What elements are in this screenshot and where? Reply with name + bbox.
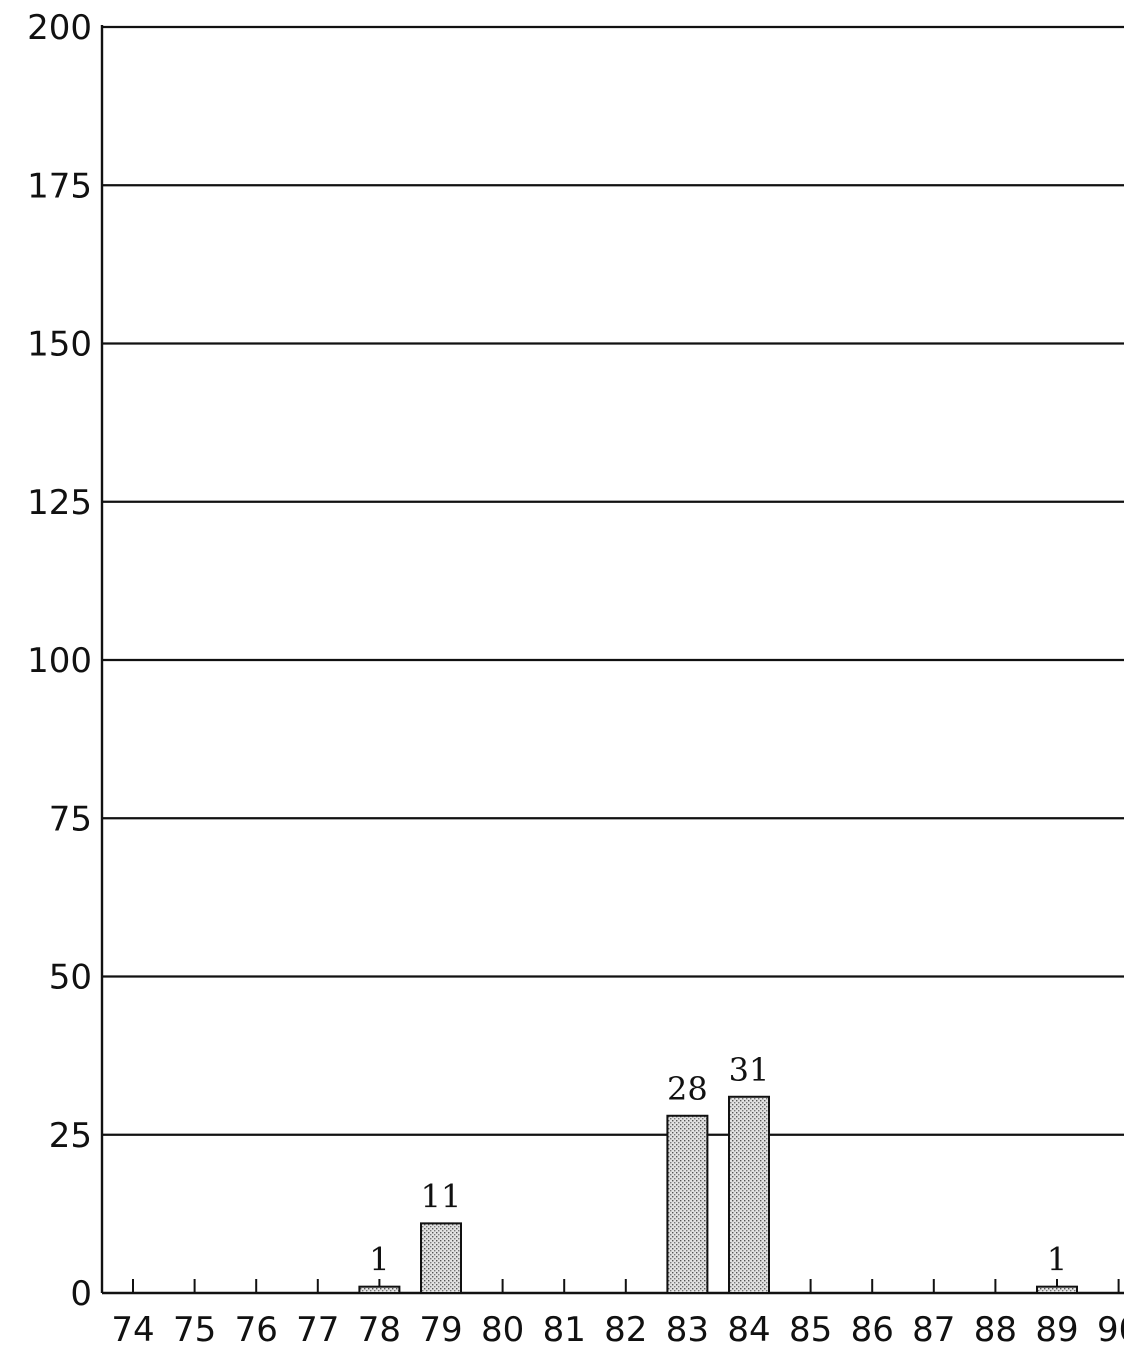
y-tick-label: 150: [27, 325, 92, 365]
x-tick-label: 80: [481, 1310, 524, 1350]
x-tick-label: 78: [358, 1310, 401, 1350]
data-label-89: 1: [1047, 1241, 1067, 1279]
y-tick-label: 50: [49, 958, 92, 998]
data-label-78: 1: [369, 1241, 389, 1279]
y-tick-label: 0: [70, 1274, 92, 1314]
x-tick-label: 84: [727, 1310, 770, 1350]
x-tick-label: 90: [1097, 1310, 1124, 1350]
y-tick-label: 75: [49, 799, 92, 839]
gridlines: [102, 25, 1124, 1136]
axes: [100, 25, 1124, 1295]
x-tick-label: 89: [1035, 1310, 1078, 1350]
y-tick-label: 100: [27, 641, 92, 681]
x-tick-label: 83: [666, 1310, 709, 1350]
x-tick-label: 81: [543, 1310, 586, 1350]
x-tick-label: 77: [296, 1310, 339, 1350]
x-tick-label: 76: [235, 1310, 278, 1350]
bar-84: [728, 1095, 770, 1295]
x-tick-label: 88: [974, 1310, 1017, 1350]
y-tick-label: 175: [27, 166, 92, 206]
x-tick-label: 79: [419, 1310, 462, 1350]
x-tick-labels: 74 75 76 77 78 79 80 81 82 83 84 85 86 87 88 89 90: [111, 1310, 1124, 1350]
y-tick-label: 125: [27, 483, 92, 523]
bars: [358, 1095, 1078, 1295]
x-tick-label: 87: [912, 1310, 955, 1350]
bar-79: [420, 1222, 462, 1294]
y-tick-labels: 0 25 50 75 100 125 150 175 200: [27, 8, 92, 1314]
data-label-84: 31: [729, 1051, 770, 1089]
bar-89: [1036, 1285, 1078, 1295]
x-tick-label: 86: [851, 1310, 894, 1350]
x-tick-label: 74: [111, 1310, 154, 1350]
y-tick-label: 25: [49, 1116, 92, 1156]
data-label-83: 28: [667, 1070, 708, 1108]
bar-83: [666, 1114, 709, 1295]
data-label-79: 11: [421, 1177, 462, 1215]
x-tick-label: 75: [173, 1310, 216, 1350]
y-tick-label: 200: [27, 8, 92, 48]
x-tick-label: 85: [789, 1310, 832, 1350]
x-tick-label: 82: [604, 1310, 647, 1350]
bar-78: [358, 1285, 401, 1295]
